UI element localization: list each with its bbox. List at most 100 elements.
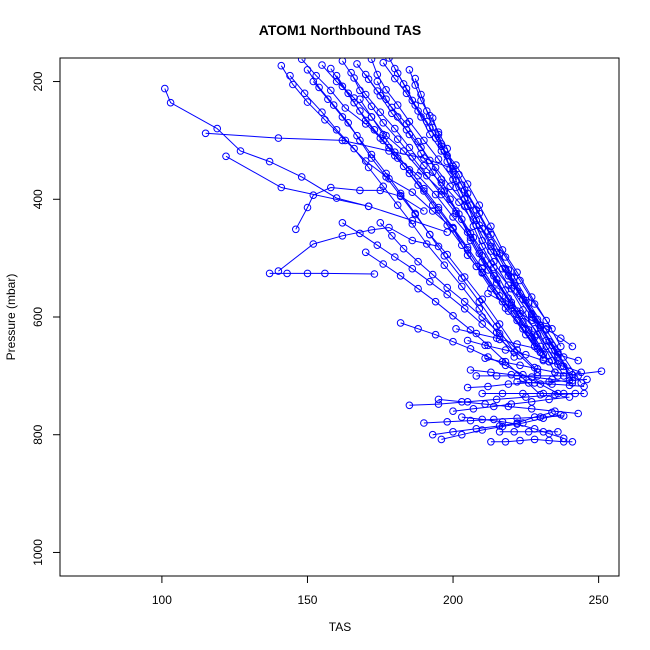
data-point xyxy=(391,124,399,133)
data-point xyxy=(501,253,510,261)
series-38 xyxy=(478,389,588,398)
data-point xyxy=(408,220,417,228)
data-point xyxy=(446,164,454,173)
data-point xyxy=(379,119,388,127)
data-point xyxy=(487,438,495,446)
data-point xyxy=(341,104,350,112)
data-point xyxy=(166,98,175,107)
data-point xyxy=(545,395,553,404)
data-point xyxy=(490,402,498,411)
data-point xyxy=(559,412,568,420)
data-point xyxy=(455,170,463,179)
data-point xyxy=(472,372,481,380)
data-point xyxy=(428,168,437,176)
data-point xyxy=(498,297,507,306)
x-tick-label: 250 xyxy=(589,593,609,607)
data-point xyxy=(492,287,501,295)
data-point xyxy=(487,368,495,377)
data-point xyxy=(411,74,420,83)
data-point xyxy=(353,60,361,68)
data-point xyxy=(393,113,402,121)
data-point xyxy=(373,77,382,86)
data-point xyxy=(303,66,312,74)
data-point xyxy=(469,222,478,231)
series-line xyxy=(467,340,582,373)
series-4 xyxy=(274,223,443,275)
data-point xyxy=(510,428,519,436)
data-point xyxy=(408,236,417,245)
data-point xyxy=(460,305,469,313)
data-point xyxy=(161,84,169,93)
data-point xyxy=(452,176,460,185)
series-line xyxy=(438,398,579,414)
data-point xyxy=(519,370,527,379)
y-tick-label: 800 xyxy=(31,424,45,444)
data-point xyxy=(460,202,469,211)
data-point xyxy=(213,124,221,133)
data-point xyxy=(475,209,484,218)
data-point xyxy=(516,361,524,370)
data-point xyxy=(498,357,507,366)
data-point xyxy=(574,356,583,365)
data-point xyxy=(536,413,545,421)
data-point xyxy=(350,144,358,153)
data-point xyxy=(356,229,364,238)
series-line xyxy=(423,415,564,424)
data-point xyxy=(423,107,431,115)
data-point xyxy=(420,136,428,145)
data-point xyxy=(449,428,457,436)
series-line xyxy=(278,226,439,272)
data-point xyxy=(367,150,376,159)
data-point xyxy=(536,380,545,388)
data-point xyxy=(382,86,390,94)
data-point xyxy=(545,337,553,346)
x-tick-label: 100 xyxy=(152,593,172,607)
data-point xyxy=(449,223,457,232)
data-point xyxy=(437,175,446,184)
data-point xyxy=(554,428,562,436)
data-point xyxy=(513,414,521,423)
data-point xyxy=(458,274,466,282)
data-point xyxy=(338,232,347,240)
data-point xyxy=(332,194,341,202)
data-point xyxy=(498,389,507,398)
data-point xyxy=(329,101,338,109)
data-point xyxy=(265,157,274,166)
data-point xyxy=(356,86,364,95)
data-point xyxy=(411,209,420,218)
data-point xyxy=(466,366,475,374)
data-point xyxy=(318,61,326,69)
data-point xyxy=(484,382,492,391)
data-point xyxy=(519,389,527,398)
series-line xyxy=(164,88,369,207)
series-line xyxy=(205,132,454,170)
data-point xyxy=(568,342,577,351)
data-point xyxy=(405,166,414,174)
data-point xyxy=(559,362,568,371)
data-point xyxy=(370,270,379,278)
data-point xyxy=(286,71,294,80)
data-point xyxy=(431,297,440,306)
data-point xyxy=(423,117,431,126)
data-point xyxy=(393,69,402,78)
data-point xyxy=(236,147,245,155)
data-point xyxy=(542,325,551,333)
data-point xyxy=(455,198,463,206)
data-point xyxy=(481,341,489,350)
series-47 xyxy=(420,412,568,427)
series-line xyxy=(379,222,535,368)
data-point xyxy=(382,95,390,103)
data-point xyxy=(426,230,434,239)
data-point xyxy=(411,101,420,109)
data-point xyxy=(312,71,321,80)
data-point xyxy=(510,353,519,361)
data-point xyxy=(478,264,487,273)
data-point xyxy=(458,282,466,291)
data-point xyxy=(414,257,422,266)
y-tick-label: 1000 xyxy=(31,539,45,566)
series-line xyxy=(225,155,448,233)
data-point xyxy=(385,223,393,232)
data-point xyxy=(341,136,350,145)
data-point xyxy=(292,225,300,234)
